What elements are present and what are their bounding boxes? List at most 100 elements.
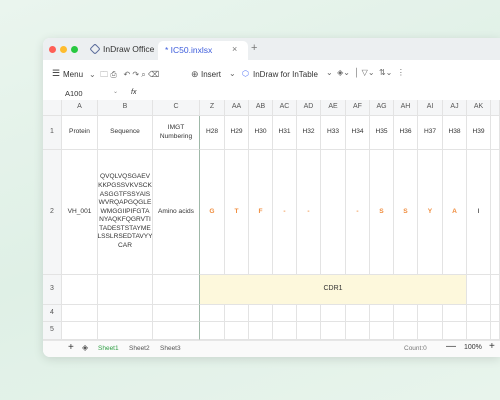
close-tab[interactable]: ×	[232, 44, 238, 54]
cell: Y	[418, 150, 443, 275]
cell: Protein	[62, 116, 98, 150]
cell-text-line: Numbering	[159, 132, 193, 140]
cell: H38	[443, 116, 467, 150]
cell-text-line: CAR	[118, 242, 132, 250]
cell: CDR1	[200, 275, 467, 305]
formula-bar	[43, 86, 500, 101]
cell: Sequence	[98, 116, 153, 150]
cell-text-line: WVRQAPGQGLE	[98, 199, 152, 207]
cell	[491, 116, 500, 150]
cell	[491, 275, 500, 305]
column-header: AC	[273, 100, 297, 116]
toolbar-icons[interactable]: ⌄ 🗀 ⎙ ↶ ↷ ⌕ ⌫	[89, 70, 160, 79]
cell	[273, 322, 297, 340]
tab[interactable]: * IC50.inxlsx	[165, 45, 213, 55]
count: Count:0	[404, 345, 427, 352]
cell	[98, 322, 153, 340]
minimize-button[interactable]	[60, 46, 67, 53]
cell	[443, 322, 467, 340]
cell-text-line: QVQLVQSGAEV	[99, 173, 151, 181]
column-header: AG	[370, 100, 394, 116]
maximize-button[interactable]	[71, 46, 78, 53]
cell	[467, 305, 491, 322]
new-tab[interactable]: +	[251, 42, 258, 54]
cell-reference[interactable]: A100	[65, 89, 83, 98]
cell: F	[249, 150, 273, 275]
cell-text-line: WMGGIIPIFGTA	[100, 207, 150, 215]
sheet-list-icon[interactable]: ◈	[82, 343, 89, 352]
cell	[297, 322, 321, 340]
cell	[273, 305, 297, 322]
cell: S	[394, 150, 418, 275]
cell-text-line: ASGGTFSSYAIS	[99, 190, 151, 198]
cell: IMGT Numbering	[153, 116, 200, 150]
add-sheet[interactable]: +	[68, 342, 74, 353]
cell	[321, 150, 346, 275]
cell	[249, 322, 273, 340]
cell	[62, 305, 98, 322]
plugin-button[interactable]: InDraw for InTable	[253, 70, 318, 79]
column-header: B	[98, 100, 153, 116]
chevron: ⌄	[113, 89, 119, 95]
cell	[394, 322, 418, 340]
title-bar	[43, 38, 500, 60]
column-header: AA	[225, 100, 249, 116]
cell: Amino acids	[153, 150, 200, 275]
column-header: AF	[346, 100, 370, 116]
cell	[370, 322, 394, 340]
column-header: A	[62, 100, 98, 116]
cell	[153, 275, 200, 305]
column-header: C	[153, 100, 200, 116]
column-header	[491, 100, 500, 116]
cell: VH_001	[62, 150, 98, 275]
cell: G	[200, 150, 225, 275]
cell	[443, 305, 467, 322]
sheet-tab[interactable]: Sheet1	[98, 345, 119, 352]
toolbar-icons[interactable]: ⌄ ◈⌄ │ ▽⌄ ⇅⌄ ⋮	[326, 68, 405, 77]
cell: H37	[418, 116, 443, 150]
menu-icon[interactable]: ☰	[52, 68, 61, 78]
cell	[467, 322, 491, 340]
cell	[98, 305, 153, 322]
insert-button[interactable]: Insert	[201, 70, 222, 79]
row-header: 3	[43, 275, 62, 305]
toolbar	[43, 60, 500, 87]
tab[interactable]: InDraw Office	[103, 44, 155, 54]
cell	[225, 305, 249, 322]
cell	[225, 322, 249, 340]
cell-text-line: LSSLRSEDTAVYY	[98, 233, 153, 241]
menu-button[interactable]: Menu	[63, 70, 84, 79]
column-header: AJ	[443, 100, 467, 116]
cell	[200, 305, 225, 322]
plugin-icon[interactable]: ⬡	[242, 69, 249, 78]
zoom-out[interactable]: —	[446, 341, 456, 352]
cell: S	[370, 150, 394, 275]
insert-icon[interactable]: ⊕	[191, 69, 199, 79]
cell	[491, 150, 500, 275]
active-tab[interactable]	[158, 41, 248, 60]
cell-text-line: IMGT	[167, 123, 185, 131]
cell: H32	[297, 116, 321, 150]
column-header: AK	[467, 100, 491, 116]
cell	[321, 322, 346, 340]
cell: H28	[200, 116, 225, 150]
app-window: InDraw Office * IC50.inxlsx × + ☰ Menu ⌄…	[43, 38, 500, 357]
column-header: AD	[297, 100, 321, 116]
cell	[491, 322, 500, 340]
zoom-in[interactable]: +	[489, 341, 495, 352]
close-button[interactable]	[49, 46, 56, 53]
cell: T	[225, 150, 249, 275]
cell: H31	[273, 116, 297, 150]
cell: -	[346, 150, 370, 275]
cell: H39	[467, 116, 491, 150]
sheet-tab[interactable]: Sheet3	[160, 345, 181, 352]
zoom-level[interactable]: 100%	[464, 344, 482, 351]
sheet-tab[interactable]: Sheet2	[129, 345, 150, 352]
column-header: Z	[200, 100, 225, 116]
cell: H33	[321, 116, 346, 150]
cell	[491, 305, 500, 322]
cell-text-line: TADESTSTAYME	[99, 224, 151, 232]
column-header: AB	[249, 100, 273, 116]
cell-text-line: KKPGSSVKVSCK	[98, 181, 152, 189]
cell	[418, 305, 443, 322]
